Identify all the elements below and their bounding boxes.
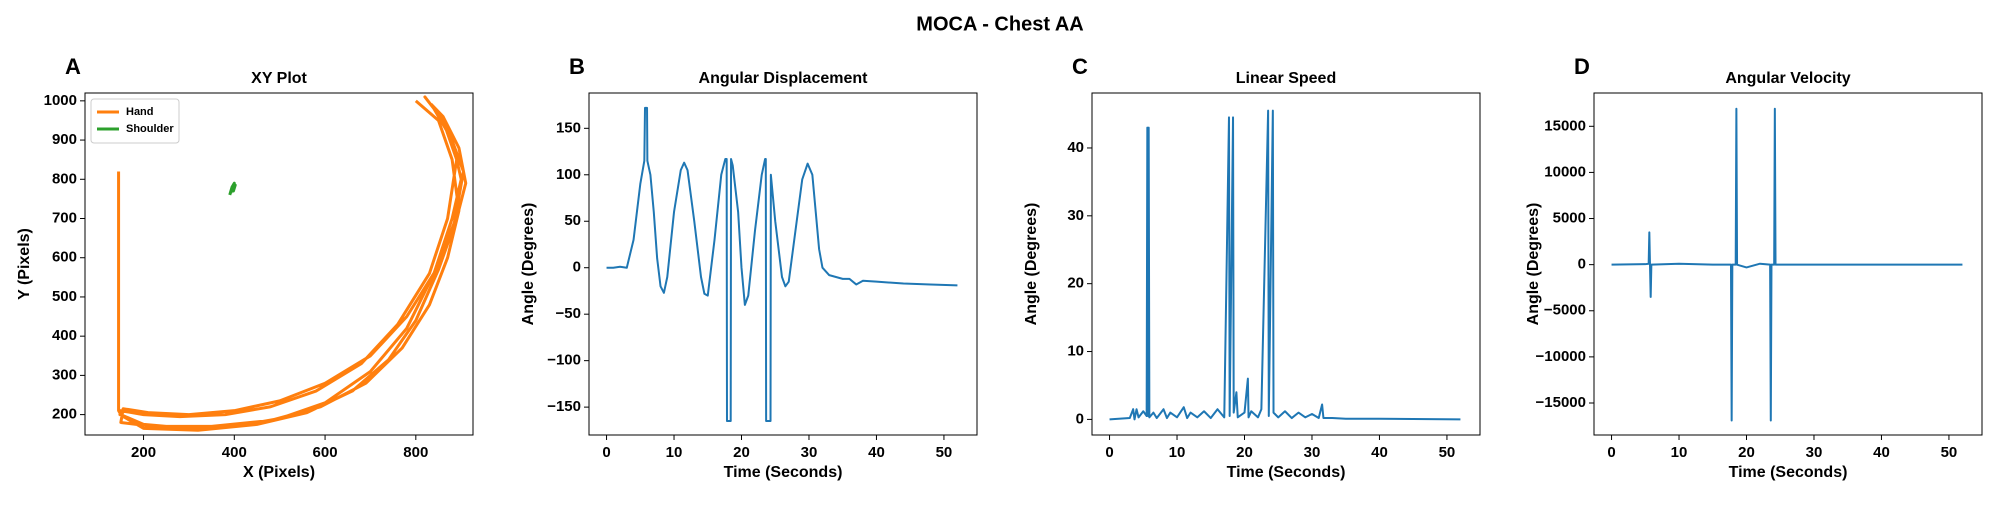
x-tick-label: 30 [801,444,818,461]
x-tick-label: 20 [1236,444,1253,461]
y-tick-label: −150 [547,398,581,415]
y-tick-label: 15000 [1544,117,1586,134]
x-tick-label: 800 [403,444,428,461]
panel-label: A [65,54,81,79]
x-axis-label: X (Pixels) [243,464,315,481]
y-axis-label: Angle (Degrees) [520,203,537,326]
y-tick-label: 900 [52,131,77,148]
y-axis-label: Angle (Degrees) [1023,203,1040,326]
y-tick-label: 500 [52,288,77,305]
y-tick-label: −15000 [1536,394,1586,411]
x-tick-label: 40 [1873,444,1890,461]
y-tick-label: 700 [52,209,77,226]
x-axis-label: Time (Seconds) [724,464,843,481]
y-axis-label: Angle (Degrees) [1525,203,1542,326]
data-line [1109,109,1461,421]
axes-frame [84,92,474,436]
x-tick-label: 0 [1607,444,1615,461]
y-tick-label: 150 [556,119,581,136]
plot-area [117,95,468,432]
x-tick-label: 30 [1806,444,1823,461]
legend-label: Hand [126,106,154,118]
x-tick-label: 50 [1439,444,1456,461]
y-tick-label: 10000 [1544,163,1586,180]
y-tick-label: 50 [564,212,581,229]
chart-title: Linear Speed [1236,70,1336,87]
x-tick-label: 10 [1671,444,1688,461]
y-tick-label: −50 [556,305,581,322]
figure-title: MOCA - Chest AA [916,13,1083,35]
y-tick-label: 800 [52,170,77,187]
x-tick-label: 40 [1371,444,1388,461]
x-tick-label: 30 [1304,444,1321,461]
y-tick-label: −100 [547,352,581,369]
plot-area [606,106,958,423]
x-tick-label: 10 [666,444,683,461]
chart-title: Angular Displacement [699,70,869,87]
chart-title: XY Plot [251,70,307,87]
y-tick-label: 10 [1067,343,1084,360]
legend-box [90,98,180,144]
x-tick-label: 20 [733,444,750,461]
panel-label: C [1072,54,1088,79]
y-tick-label: 30 [1067,207,1084,224]
axes-frame [588,92,978,436]
y-axis-label: Y (Pixels) [16,228,33,300]
chart-title: Angular Velocity [1725,70,1850,87]
plot-area [1109,109,1461,421]
y-tick-label: 0 [1578,256,1586,273]
x-tick-label: 200 [131,444,156,461]
y-tick-label: 300 [52,366,77,383]
data-line [1611,107,1963,422]
x-tick-label: 400 [222,444,247,461]
y-tick-label: 5000 [1553,209,1586,226]
panel-label: B [569,54,585,79]
y-tick-label: 600 [52,249,77,266]
y-tick-label: −5000 [1544,302,1586,319]
data-line [606,106,958,423]
y-tick-label: 400 [52,327,77,344]
x-axis-label: Time (Seconds) [1729,464,1848,481]
y-tick-label: 200 [52,406,77,423]
x-tick-label: 50 [1941,444,1958,461]
x-tick-label: 50 [936,444,953,461]
legend-label: Shoulder [126,123,174,135]
y-tick-label: −10000 [1536,348,1586,365]
x-axis-label: Time (Seconds) [1227,464,1346,481]
y-tick-label: 1000 [44,92,77,109]
axes-frame [1091,92,1481,436]
plot-area [1611,107,1963,422]
x-tick-label: 10 [1169,444,1186,461]
y-tick-label: 0 [573,259,581,276]
y-tick-label: 40 [1067,139,1084,156]
panel-label: D [1574,54,1590,79]
y-tick-label: 0 [1076,410,1084,427]
x-tick-label: 0 [1105,444,1113,461]
axes-frame [1593,92,1983,436]
data-line [228,181,237,196]
data-line [117,95,468,432]
x-tick-label: 600 [313,444,338,461]
x-tick-label: 20 [1738,444,1755,461]
x-tick-label: 40 [868,444,885,461]
y-tick-label: 20 [1067,275,1084,292]
y-tick-label: 100 [556,166,581,183]
x-tick-label: 0 [602,444,610,461]
